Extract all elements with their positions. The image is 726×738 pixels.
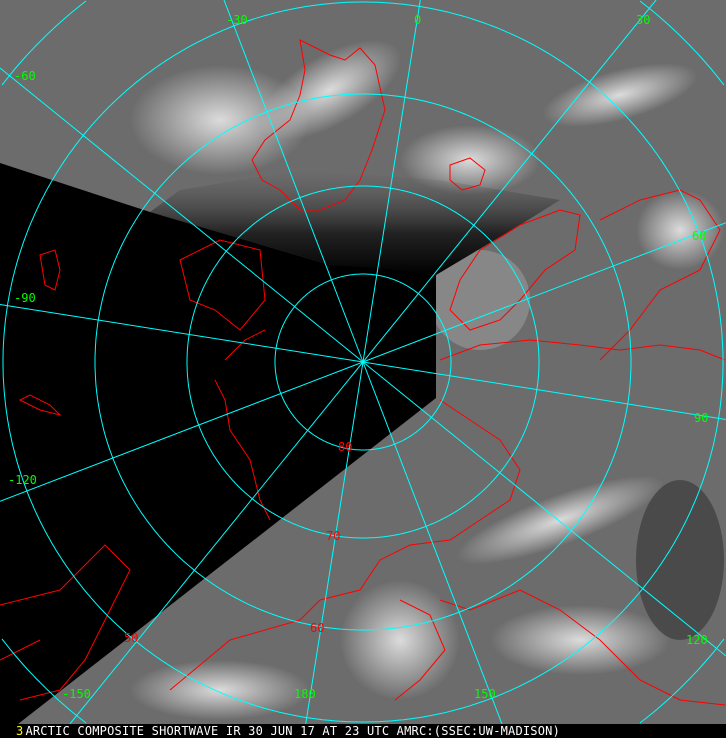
meridian-line bbox=[362, 361, 726, 420]
coastline-alaska bbox=[0, 544, 131, 701]
no-data-region bbox=[0, 163, 436, 724]
meridian-line bbox=[0, 361, 364, 502]
grid-labels: 80 70 60 50 -30 0 30 -60 60 -90 90 -120 … bbox=[8, 13, 708, 701]
lon-label-minus150: -150 bbox=[62, 687, 91, 701]
lon-label-150: 150 bbox=[474, 687, 496, 701]
meridian-line bbox=[362, 222, 726, 363]
caption-text: ARCTIC COMPOSITE SHORTWAVE IR 30 JUN 17 … bbox=[25, 724, 561, 738]
lat-label-50: 50 bbox=[124, 631, 138, 645]
lat-label-60: 60 bbox=[310, 621, 324, 635]
coastline-north-europe bbox=[599, 189, 721, 361]
coastline-scandinavia bbox=[449, 209, 581, 331]
lon-label-60: 60 bbox=[692, 229, 706, 243]
coastline-canadian-archipelago bbox=[214, 329, 271, 521]
coastline-east-siberia bbox=[439, 589, 726, 706]
lon-label-0: 0 bbox=[414, 13, 421, 27]
meridian-line bbox=[223, 0, 364, 363]
lon-label-minus90: -90 bbox=[14, 291, 36, 305]
latitude-circle bbox=[2, 1, 724, 723]
cloud-layer bbox=[130, 39, 724, 720]
coastline-iceland bbox=[449, 157, 486, 191]
image-caption-bar: 3 ARCTIC COMPOSITE SHORTWAVE IR 30 JUN 17… bbox=[0, 724, 726, 738]
meridian-line bbox=[0, 67, 364, 363]
coastlines bbox=[0, 39, 726, 706]
lon-label-30: 30 bbox=[636, 13, 650, 27]
coastline-siberia bbox=[169, 339, 726, 691]
latitude-circle bbox=[1, 0, 725, 724]
lon-label-90: 90 bbox=[694, 411, 708, 425]
lon-label-minus30: -30 bbox=[226, 13, 248, 27]
lon-label-minus120: -120 bbox=[8, 473, 37, 487]
coastline-kamchatka bbox=[394, 599, 446, 701]
meridian-line bbox=[69, 361, 364, 724]
meridian-line bbox=[305, 361, 364, 724]
coastline-island-hudson bbox=[18, 394, 62, 416]
latitude-circle bbox=[94, 93, 632, 631]
meridian-line bbox=[0, 304, 364, 363]
meridian-line bbox=[362, 0, 421, 363]
lon-label-minus60: -60 bbox=[14, 69, 36, 83]
lat-label-80: 80 bbox=[338, 440, 352, 454]
latitude-circle bbox=[186, 185, 540, 539]
meridian-line bbox=[362, 0, 657, 363]
latitude-circle bbox=[274, 273, 452, 451]
lon-label-180: 180 bbox=[294, 687, 316, 701]
meridian-line bbox=[362, 361, 726, 657]
coastline-labrador bbox=[39, 249, 61, 291]
coastline-greenland bbox=[251, 39, 386, 211]
lon-label-120: 120 bbox=[686, 633, 708, 647]
frame-number: 3 bbox=[16, 724, 24, 738]
night-terminator-shading bbox=[150, 170, 560, 275]
lat-label-70: 70 bbox=[326, 529, 340, 543]
meridian-line bbox=[362, 361, 503, 724]
coastline-baffin bbox=[179, 239, 266, 331]
